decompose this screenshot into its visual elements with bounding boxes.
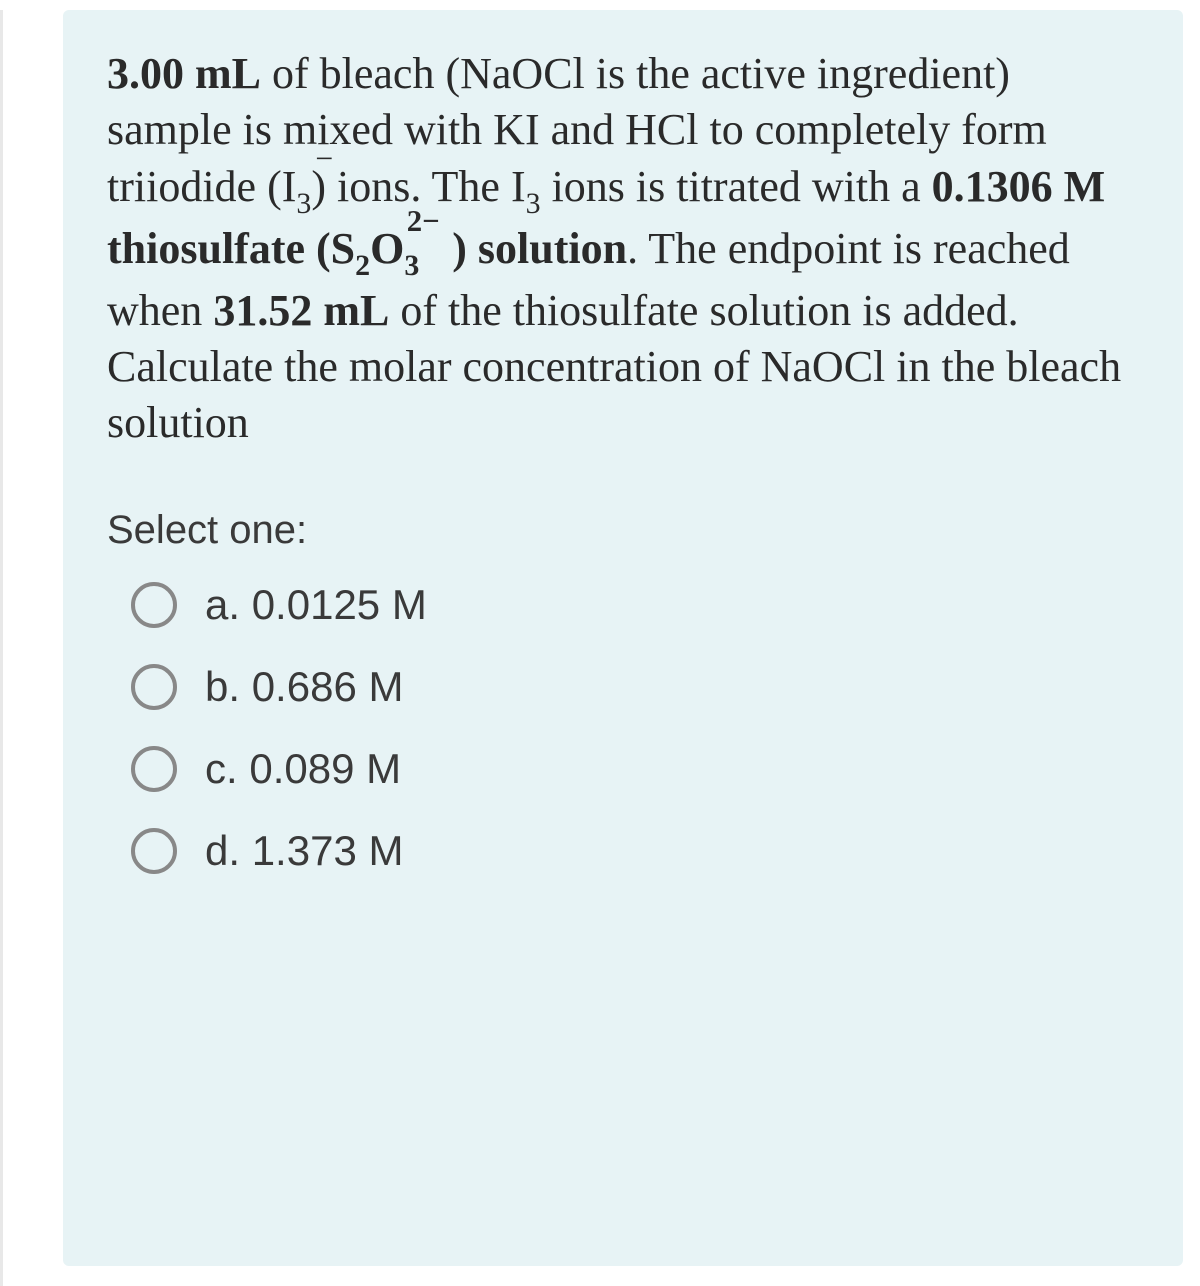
sub-3a: 3 [296, 187, 311, 220]
options-group: a. 0.0125 M b. 0.686 M c. 0.089 M d. 1.3… [107, 581, 1139, 875]
charge-2minus: 2− [407, 202, 440, 241]
question-card: 3.00 mL of bleach (NaOCl is the active i… [63, 10, 1183, 1266]
option-a-label: a. 0.0125 M [205, 581, 427, 629]
option-d-label: d. 1.373 M [205, 827, 403, 875]
neg-1: − [315, 139, 333, 180]
option-b-label: b. 0.686 M [205, 663, 403, 711]
option-a[interactable]: a. 0.0125 M [131, 581, 1139, 629]
select-one-label: Select one: [107, 508, 1139, 553]
sub-3b: 3 [526, 187, 541, 220]
qtext-8: of the thiosulfate solution is added. [389, 286, 1018, 335]
option-d[interactable]: d. 1.373 M [131, 827, 1139, 875]
sub-3c: 3 [404, 249, 419, 282]
question-text: 3.00 mL of bleach (NaOCl is the active i… [107, 46, 1139, 452]
qtext-6: ) solution [452, 224, 627, 273]
option-b[interactable]: b. 0.686 M [131, 663, 1139, 711]
qtext-3: ions is titrated with a [541, 162, 932, 211]
s2o3-charge: 32− [404, 224, 419, 273]
titrant-volume: 31.52 mL [213, 286, 389, 335]
bleach-volume: 3.00 mL [107, 49, 261, 98]
radio-d[interactable] [131, 828, 177, 874]
option-c-label: c. 0.089 M [205, 745, 401, 793]
radio-c[interactable] [131, 746, 177, 792]
option-c[interactable]: c. 0.089 M [131, 745, 1139, 793]
sub-2: 2 [355, 249, 370, 282]
radio-a[interactable] [131, 582, 177, 628]
qtext-calc: Calculate the molar concentration of NaO… [107, 342, 1121, 447]
qtext-5: O [370, 224, 404, 273]
radio-b[interactable] [131, 664, 177, 710]
i3-neg-ion: 3− [296, 162, 311, 211]
page-container: 3.00 mL of bleach (NaOCl is the active i… [0, 10, 1200, 1286]
